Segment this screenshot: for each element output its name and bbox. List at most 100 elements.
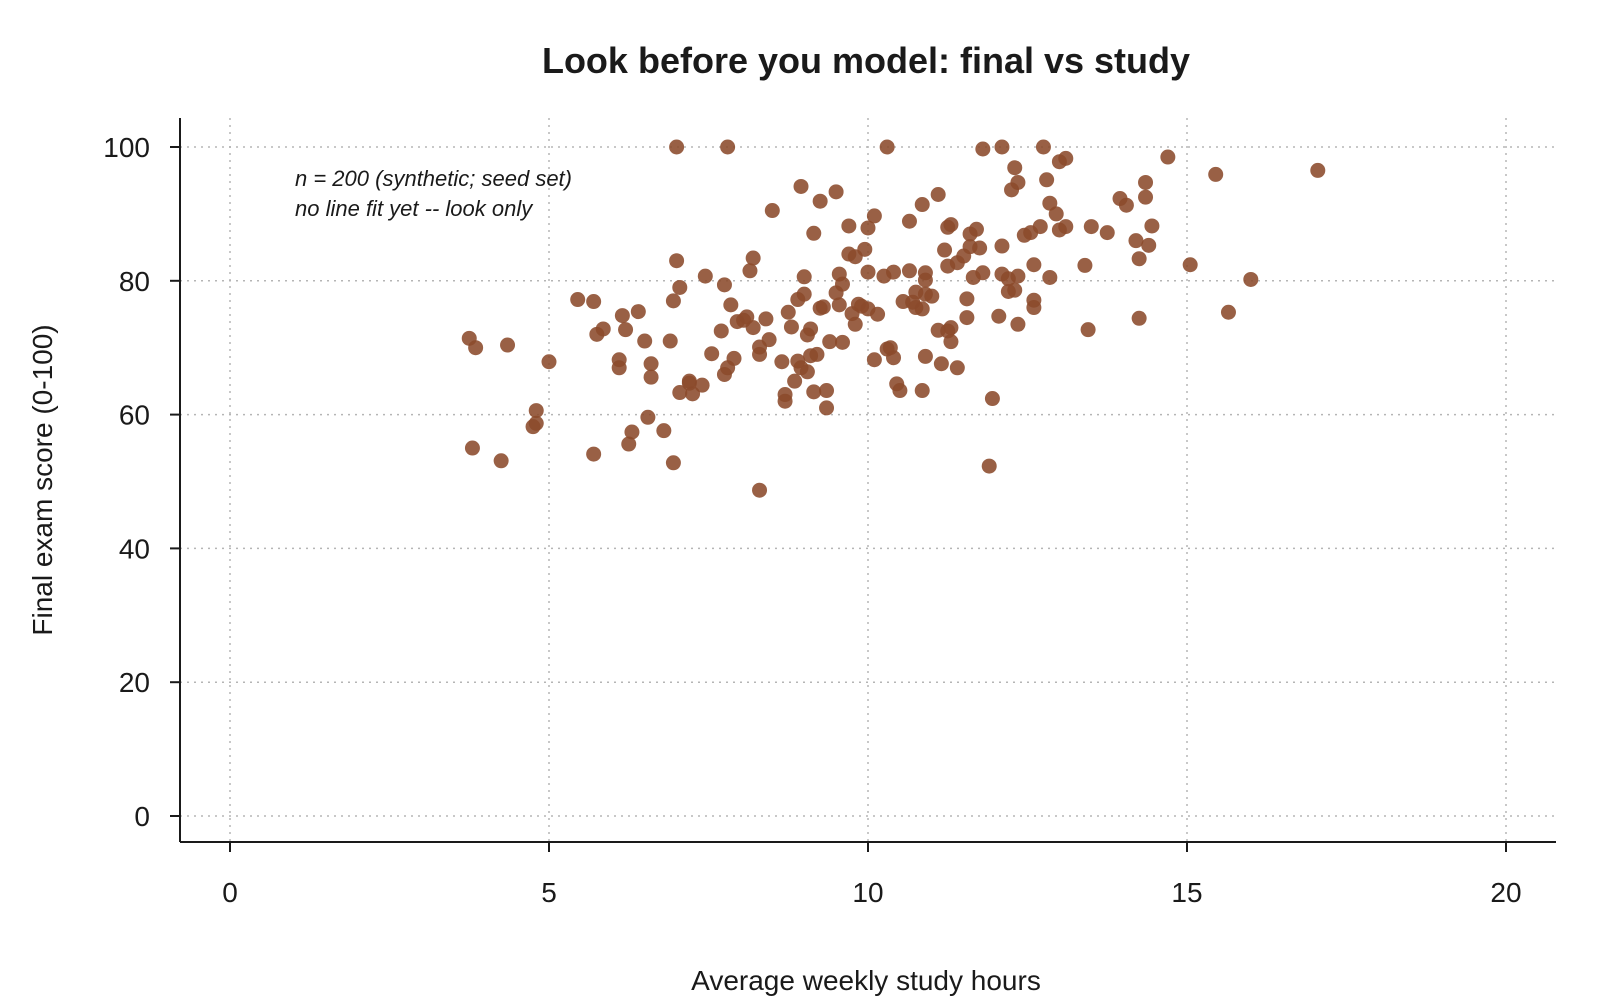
data-point bbox=[812, 193, 828, 209]
data-point bbox=[1160, 149, 1176, 165]
y-tick-label: 0 bbox=[134, 801, 150, 832]
chart-title: Look before you model: final vs study bbox=[542, 40, 1190, 81]
data-point bbox=[806, 225, 822, 241]
data-point bbox=[764, 203, 780, 219]
data-point bbox=[1220, 304, 1236, 320]
data-point bbox=[866, 352, 882, 368]
data-point bbox=[914, 301, 930, 317]
data-point bbox=[949, 360, 965, 376]
data-point bbox=[681, 375, 697, 391]
data-point bbox=[1138, 174, 1154, 190]
data-point bbox=[1010, 316, 1026, 332]
data-point bbox=[1080, 322, 1096, 338]
data-point bbox=[1144, 218, 1160, 234]
data-point bbox=[720, 139, 736, 155]
data-point bbox=[796, 286, 812, 302]
data-point bbox=[1141, 237, 1157, 253]
data-point bbox=[991, 308, 1007, 324]
data-point bbox=[796, 269, 812, 285]
data-point bbox=[806, 384, 822, 400]
data-point bbox=[672, 385, 688, 401]
data-point bbox=[943, 334, 959, 350]
data-point bbox=[930, 186, 946, 202]
data-point bbox=[975, 265, 991, 281]
data-point bbox=[803, 348, 819, 364]
x-axis-label: Average weekly study hours bbox=[691, 965, 1041, 996]
data-point bbox=[959, 291, 975, 307]
data-point bbox=[1026, 300, 1042, 316]
data-point bbox=[819, 383, 835, 399]
data-point bbox=[1310, 162, 1326, 178]
data-point bbox=[860, 264, 876, 280]
data-point bbox=[803, 321, 819, 337]
data-point bbox=[860, 220, 876, 236]
data-point bbox=[464, 440, 480, 456]
data-point bbox=[793, 178, 809, 194]
data-point bbox=[937, 242, 953, 258]
data-point bbox=[943, 217, 959, 233]
data-point bbox=[834, 334, 850, 350]
y-tick-label: 40 bbox=[119, 533, 150, 564]
data-point bbox=[595, 321, 611, 337]
data-point bbox=[1128, 233, 1144, 249]
data-point bbox=[1131, 310, 1147, 326]
data-point bbox=[994, 139, 1010, 155]
data-point bbox=[841, 218, 857, 234]
data-point bbox=[933, 356, 949, 372]
data-point bbox=[780, 304, 796, 320]
x-tick-label: 10 bbox=[852, 877, 883, 908]
data-point bbox=[783, 319, 799, 335]
data-point bbox=[500, 337, 516, 353]
data-point bbox=[614, 308, 630, 324]
data-point bbox=[901, 263, 917, 279]
data-point bbox=[726, 350, 742, 366]
data-point bbox=[815, 299, 831, 315]
y-tick-label: 100 bbox=[103, 132, 150, 163]
data-point bbox=[1007, 160, 1023, 176]
data-point bbox=[847, 316, 863, 332]
axes bbox=[170, 118, 1556, 852]
data-point bbox=[924, 288, 940, 304]
data-point bbox=[468, 340, 484, 356]
data-point bbox=[1010, 268, 1026, 284]
data-point bbox=[656, 423, 672, 439]
data-point bbox=[914, 383, 930, 399]
data-point bbox=[637, 333, 653, 349]
data-point bbox=[1208, 166, 1224, 182]
data-point bbox=[886, 350, 902, 366]
data-point bbox=[870, 306, 886, 322]
data-point bbox=[930, 322, 946, 338]
data-point bbox=[1243, 271, 1259, 287]
data-point bbox=[1099, 225, 1115, 241]
data-point bbox=[1138, 189, 1154, 205]
data-point bbox=[761, 332, 777, 348]
data-point bbox=[901, 213, 917, 229]
data-point bbox=[694, 377, 710, 393]
data-point bbox=[1026, 257, 1042, 273]
data-point bbox=[723, 297, 739, 313]
data-point bbox=[630, 304, 646, 320]
data-point bbox=[774, 354, 790, 370]
tick-labels: 0 5 10 15 20 0 20 40 60 80 100 bbox=[103, 132, 1521, 908]
x-tick-label: 5 bbox=[541, 877, 557, 908]
data-point bbox=[528, 403, 544, 419]
data-point bbox=[959, 310, 975, 326]
data-point bbox=[672, 279, 688, 295]
data-point bbox=[886, 264, 902, 280]
data-point bbox=[777, 393, 793, 409]
data-point bbox=[669, 139, 685, 155]
data-point bbox=[1039, 172, 1055, 188]
data-point bbox=[640, 409, 656, 425]
data-point bbox=[892, 383, 908, 399]
grid-lines bbox=[180, 118, 1556, 842]
data-point bbox=[879, 139, 895, 155]
data-point bbox=[834, 276, 850, 292]
data-point bbox=[1182, 257, 1198, 273]
data-point bbox=[697, 268, 713, 284]
data-point bbox=[968, 221, 984, 237]
y-tick-label: 60 bbox=[119, 400, 150, 431]
data-point bbox=[972, 240, 988, 256]
data-point bbox=[662, 333, 678, 349]
